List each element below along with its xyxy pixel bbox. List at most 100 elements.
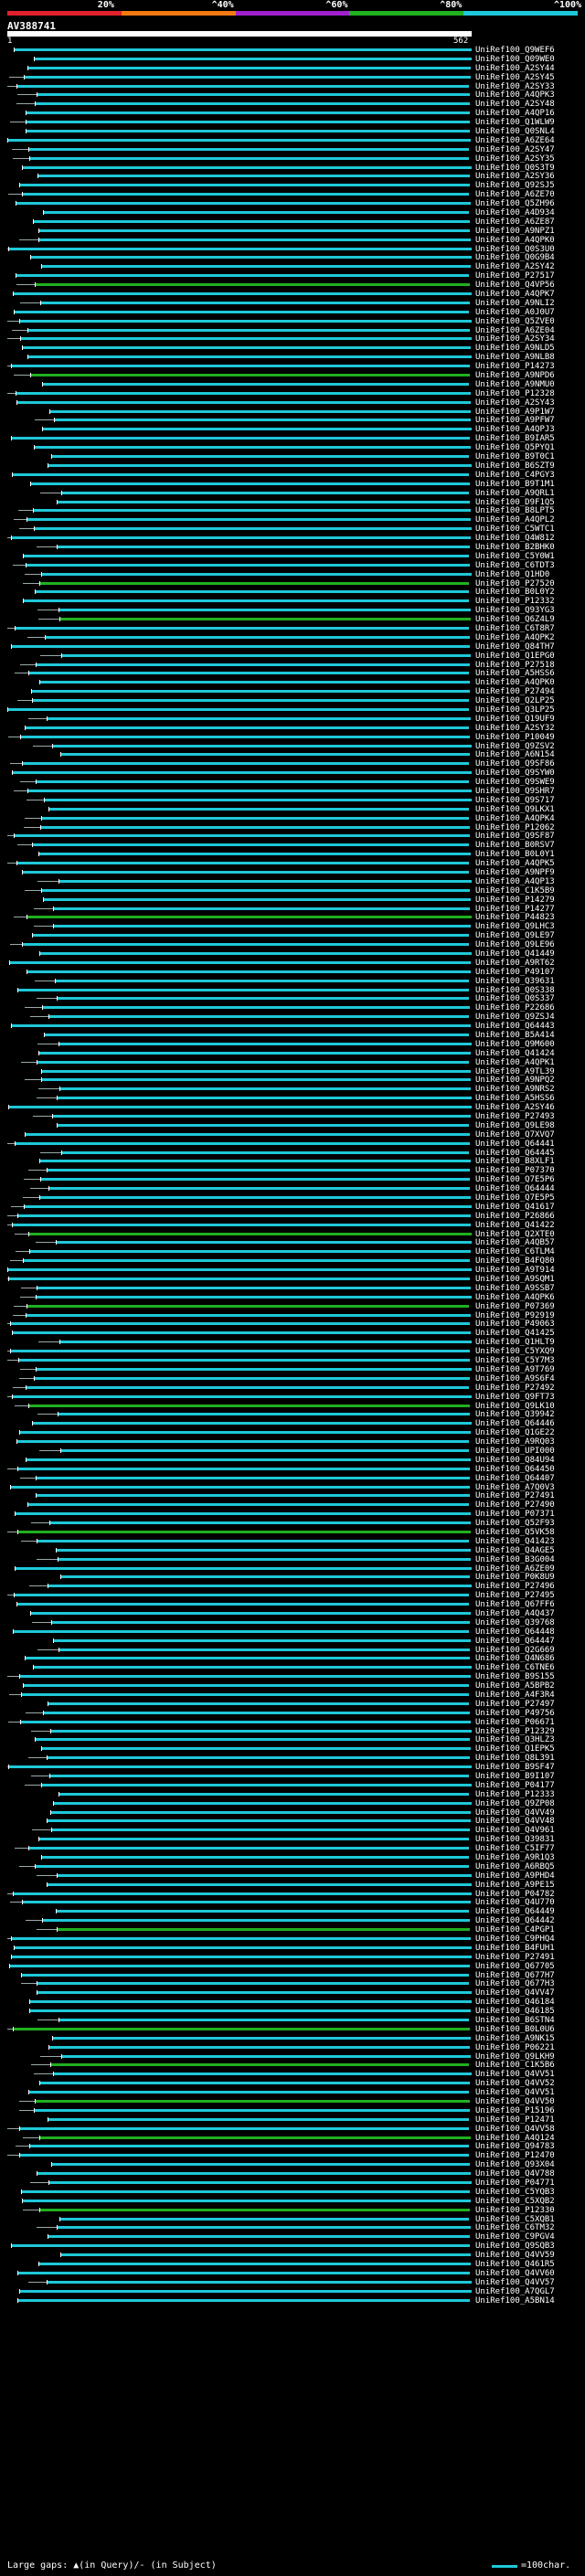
hit-label[interactable]: UniRef100_Q39942 [475,1410,555,1420]
hit-label[interactable]: UniRef100_P27492 [475,1383,555,1393]
hit-label[interactable]: UniRef100_Q0G9B4 [475,253,555,263]
hit-label[interactable]: UniRef100_Q9ZP08 [475,1798,555,1808]
hit-label[interactable]: UniRef100_A4QB57 [475,1238,555,1248]
hit-label[interactable]: UniRef100_A9NPD6 [475,371,555,381]
hit-label[interactable]: UniRef100_A2SY35 [475,154,555,164]
hit-label[interactable]: UniRef100_Q7XVQ7 [475,1129,555,1140]
hit-label[interactable]: UniRef100_Q41617 [475,1202,555,1212]
hit-label[interactable]: UniRef100_Q41425 [475,1329,555,1339]
hit-label[interactable]: UniRef100_A9NPZ1 [475,226,555,236]
hit-label[interactable]: UniRef100_A5BN14 [475,2295,555,2306]
hit-label[interactable]: UniRef100_Q4VV58 [475,2124,555,2134]
hit-label[interactable]: UniRef100_P27497 [475,1699,555,1709]
hit-label[interactable]: UniRef100_P27496 [475,1582,555,1592]
hit-label[interactable]: UniRef100_Q9SWE9 [475,778,555,788]
hit-label[interactable]: UniRef100_P49756 [475,1708,555,1718]
hit-label[interactable]: UniRef100_A0J0U7 [475,307,555,317]
hit-label[interactable]: UniRef100_Q41449 [475,949,555,959]
hit-label[interactable]: UniRef100_Q8L391 [475,1754,555,1764]
hit-label[interactable]: UniRef100_A9SSB7 [475,1283,555,1293]
hit-label[interactable]: UniRef100_P44823 [475,913,555,923]
hit-label[interactable]: UniRef100_Q4VV48 [475,1817,555,1827]
hit-label[interactable]: UniRef100_Q9ZSJ4 [475,1012,555,1023]
hit-label[interactable]: UniRef100_Q4VV47 [475,1988,555,1998]
hit-label[interactable]: UniRef100_Q1EPG0 [475,651,555,661]
hit-label[interactable]: UniRef100_Q67FF6 [475,1600,555,1610]
hit-label[interactable]: UniRef100_C1K5B9 [475,885,555,896]
hit-label[interactable]: UniRef100_Q9LE98 [475,1120,555,1130]
hit-label[interactable]: UniRef100_A5HSS6 [475,669,555,679]
hit-label[interactable]: UniRef100_P27490 [475,1500,555,1511]
hit-label[interactable]: UniRef100_B4FQ80 [475,1256,555,1267]
hit-label[interactable]: UniRef100_A9NLB8 [475,353,555,363]
hit-label[interactable]: UniRef100_A4QPK6 [475,1292,555,1302]
hit-label[interactable]: UniRef100_A5HSS6 [475,1094,555,1104]
hit-label[interactable]: UniRef100_Q64445 [475,1148,555,1158]
hit-label[interactable]: UniRef100_C6TNE6 [475,1663,555,1673]
hit-label[interactable]: UniRef100_P12333 [475,1789,555,1799]
hit-label[interactable]: UniRef100_A4QPK5 [475,859,555,869]
hit-label[interactable]: UniRef100_A9P1W7 [475,407,555,417]
hit-label[interactable]: UniRef100_A9PHD4 [475,1871,555,1881]
hit-label[interactable]: UniRef100_Q4AGE5 [475,1545,555,1555]
hit-label[interactable]: UniRef100_Q4VV51 [475,2070,555,2080]
hit-label[interactable]: UniRef100_Q2G669 [475,1645,555,1655]
hit-label[interactable]: UniRef100_A5BPB2 [475,1681,555,1691]
hit-label[interactable]: UniRef100_P27493 [475,1112,555,1122]
hit-label[interactable]: UniRef100_Q39831 [475,1835,555,1845]
hit-label[interactable]: UniRef100_P0K8U9 [475,1573,555,1583]
hit-label[interactable]: UniRef100_B0RSV7 [475,841,555,851]
hit-label[interactable]: UniRef100_Q64441 [475,1139,555,1149]
hit-label[interactable]: UniRef100_B8LPT5 [475,506,555,516]
hit-label[interactable]: UniRef100_B9I107 [475,1771,555,1781]
hit-label[interactable]: UniRef100_A9QRL1 [475,488,555,498]
hit-label[interactable]: UniRef100_P27518 [475,660,555,670]
hit-label[interactable]: UniRef100_Q9LKH9 [475,2051,555,2062]
hit-label[interactable]: UniRef100_A4QPK4 [475,813,555,823]
hit-label[interactable]: UniRef100_B0L0Y2 [475,588,555,598]
hit-label[interactable]: UniRef100_A6ZE87 [475,217,555,227]
hit-label[interactable]: UniRef100_P49063 [475,1320,555,1330]
hit-label[interactable]: UniRef100_A9T914 [475,1266,555,1276]
hit-label[interactable]: UniRef100_A9NPF9 [475,867,555,877]
hit-label[interactable]: UniRef100_Q4VP56 [475,281,555,291]
hit-label[interactable]: UniRef100_P10049 [475,732,555,742]
hit-label[interactable]: UniRef100_P04782 [475,1889,555,1899]
hit-label[interactable]: UniRef100_P27517 [475,271,555,281]
hit-label[interactable]: UniRef100_P06221 [475,2042,555,2052]
hit-label[interactable]: UniRef100_Q46185 [475,2007,555,2017]
hit-label[interactable]: UniRef100_P92919 [475,1310,555,1320]
hit-label[interactable]: UniRef100_P27494 [475,687,555,697]
hit-label[interactable]: UniRef100_Q1WLW9 [475,118,555,128]
hit-label[interactable]: UniRef100_Q0S337 [475,994,555,1004]
hit-label[interactable]: UniRef100_C6T8R7 [475,623,555,633]
hit-label[interactable]: UniRef100_A2SY43 [475,398,555,408]
hit-label[interactable]: UniRef100_C9PHQ4 [475,1935,555,1944]
hit-label[interactable]: UniRef100_Q9SYW0 [475,769,555,779]
hit-label[interactable]: UniRef100_Q64448 [475,1627,555,1637]
hit-label[interactable]: UniRef100_Q9ZSV2 [475,741,555,751]
hit-label[interactable]: UniRef100_A2SY48 [475,100,555,110]
hit-label[interactable]: UniRef100_Q46184 [475,1998,555,2008]
hit-label[interactable]: UniRef100_P12330 [475,2205,555,2215]
hit-label[interactable]: UniRef100_Q4V961 [475,1826,555,1836]
hit-label[interactable]: UniRef100_C4PGP1 [475,1925,555,1935]
hit-label[interactable]: UniRef100_P04771 [475,2178,555,2189]
hit-label[interactable]: UniRef100_B9IAR5 [475,434,555,444]
hit-label[interactable]: UniRef100_C5IF77 [475,1844,555,1854]
hit-label[interactable]: UniRef100_A9RQ03 [475,1437,555,1447]
hit-label[interactable]: UniRef100_B5A414 [475,1031,555,1040]
hit-label[interactable]: UniRef100_Q4U770 [475,1898,555,1908]
hit-label[interactable]: UniRef100_A4QPK7 [475,290,555,300]
hit-label[interactable]: UniRef100_P04177 [475,1780,555,1790]
hit-label[interactable]: UniRef100_C5YXQ9 [475,1347,555,1357]
hit-label[interactable]: UniRef100_B8XLF1 [475,1157,555,1167]
hit-label[interactable]: UniRef100_P14277 [475,904,555,914]
hit-label[interactable]: UniRef100_Q64446 [475,1419,555,1429]
hit-label[interactable]: UniRef100_Q5ZVE0 [475,316,555,326]
hit-label[interactable]: UniRef100_Q39768 [475,1617,555,1627]
hit-label[interactable]: UniRef100_A2SY36 [475,172,555,182]
hit-label[interactable]: UniRef100_Q64443 [475,1022,555,1032]
hit-label[interactable]: UniRef100_Q4VV51 [475,2088,555,2098]
hit-label[interactable]: UniRef100_A9TL39 [475,1066,555,1076]
